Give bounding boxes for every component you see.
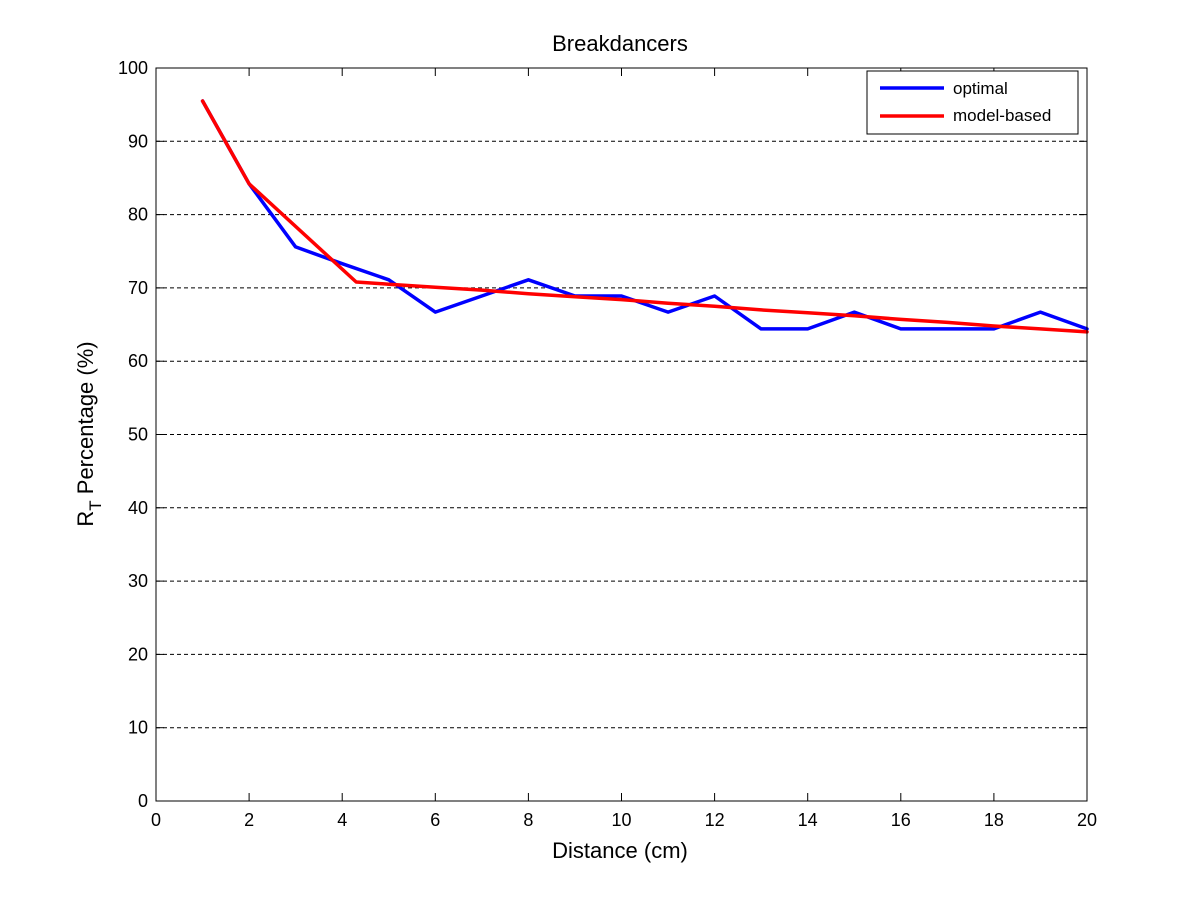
x-tick-label: 12 [705,810,725,830]
axis-ticks: 0 10 20 30 40 50 60 70 80 90 100 0 2 4 6 8 10 12 14 16 18 20 [118,58,1097,830]
y-tick-label: 0 [138,791,148,811]
x-tick-label: 10 [611,810,631,830]
y-axis-label-subscript: T [86,500,105,510]
x-tick-label: 6 [430,810,440,830]
x-tick-label: 14 [798,810,818,830]
grid-lines [156,140,1087,729]
y-tick-label: 70 [128,278,148,298]
x-tick-label: 4 [337,810,347,830]
y-axis-label: RT Percentage (%) [73,341,105,526]
y-tick-label: 40 [128,498,148,518]
y-tick-label: 80 [128,205,148,225]
y-axis-label-main: R [73,511,98,527]
legend-box [866,70,1079,135]
series-line-model-based [200,99,1089,334]
y-axis-label-rest: Percentage (%) [73,341,98,500]
y-tick-label: 10 [128,718,148,738]
y-tick-label: 90 [128,131,148,151]
legend: optimal model-based [866,70,1079,135]
x-axis-label: Distance (cm) [552,838,688,863]
legend-label-optimal: optimal [953,79,1008,98]
x-tick-label: 0 [151,810,161,830]
chart-title: Breakdancers [552,31,688,56]
legend-label-model-based: model-based [953,106,1051,125]
x-tick-label: 18 [984,810,1004,830]
x-tick-label: 16 [891,810,911,830]
x-tick-label: 20 [1077,810,1097,830]
y-tick-label: 60 [128,351,148,371]
y-tick-label: 100 [118,58,148,78]
series-line-optimal [200,99,1089,331]
x-tick-label: 2 [244,810,254,830]
y-tick-label: 30 [128,571,148,591]
plot-series [200,99,1089,334]
x-tick-label: 8 [523,810,533,830]
y-tick-label: 50 [128,425,148,445]
y-tick-label: 20 [128,644,148,664]
